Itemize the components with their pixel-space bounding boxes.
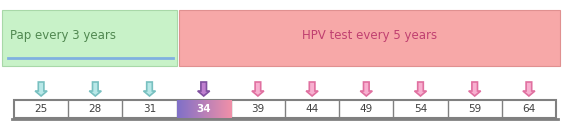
Polygon shape: [469, 82, 481, 96]
Polygon shape: [35, 82, 47, 96]
Text: 28: 28: [89, 104, 102, 114]
Polygon shape: [89, 82, 101, 96]
Text: 31: 31: [143, 104, 156, 114]
Text: 39: 39: [251, 104, 265, 114]
Polygon shape: [198, 82, 210, 96]
Polygon shape: [144, 82, 156, 96]
Polygon shape: [252, 82, 264, 96]
Text: Pap every 3 years: Pap every 3 years: [10, 29, 116, 42]
Polygon shape: [306, 82, 318, 96]
Text: 34: 34: [197, 104, 211, 114]
Text: 25: 25: [35, 104, 48, 114]
Text: 54: 54: [414, 104, 427, 114]
Polygon shape: [360, 82, 372, 96]
Text: HPV test every 5 years: HPV test every 5 years: [302, 29, 437, 42]
Bar: [178, 10, 560, 66]
Bar: [14, 100, 556, 118]
Bar: [2, 10, 177, 66]
Text: 49: 49: [360, 104, 373, 114]
Polygon shape: [523, 82, 535, 96]
Text: 59: 59: [468, 104, 481, 114]
Text: 64: 64: [522, 104, 536, 114]
Polygon shape: [415, 82, 427, 96]
Text: 44: 44: [306, 104, 319, 114]
